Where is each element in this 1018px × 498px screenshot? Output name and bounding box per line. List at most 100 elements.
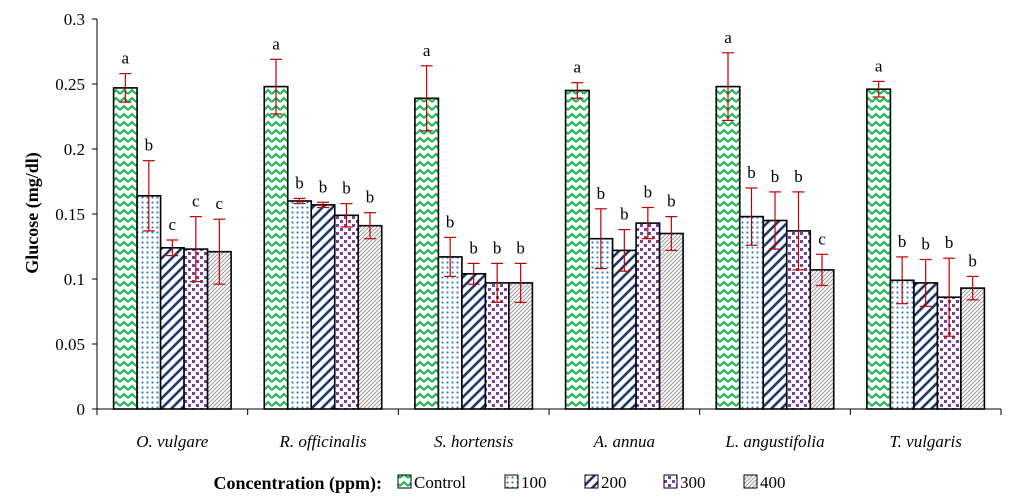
legend-item: 300	[663, 473, 706, 492]
error-bar	[571, 82, 584, 99]
significance-label: b	[771, 167, 780, 186]
error-bar	[792, 191, 805, 271]
legend-item: 200	[584, 473, 627, 492]
error-bar	[514, 262, 527, 303]
y-axis-label: Glucose (mg/dl)	[22, 152, 43, 274]
significance-label: b	[968, 251, 977, 270]
x-category-label: S. hortensis	[434, 432, 514, 451]
error-bar	[618, 229, 631, 272]
y-tick-label: 0.3	[64, 10, 85, 29]
significance-label: b	[644, 183, 653, 202]
error-bar	[769, 191, 781, 250]
x-category-label: A. annua	[593, 432, 655, 451]
error-bar	[444, 236, 457, 277]
error-bar	[491, 262, 504, 303]
bar	[461, 272, 487, 410]
legend-label: 400	[760, 473, 786, 492]
error-bar	[142, 160, 155, 232]
error-bars-layer	[119, 52, 979, 337]
legend-title: Concentration (ppm):	[214, 473, 383, 494]
significance-label: b	[921, 235, 930, 254]
error-bar	[340, 203, 353, 228]
significance-label: a	[724, 28, 732, 47]
legend-label: 300	[680, 473, 706, 492]
error-bar	[594, 208, 607, 270]
error-bar	[364, 212, 376, 240]
error-bar	[189, 216, 202, 283]
bar	[286, 200, 313, 410]
significance-label: c	[216, 194, 224, 213]
x-category-label: T. vulgaris	[889, 432, 962, 451]
error-bar	[119, 72, 132, 103]
legend-item: 400	[743, 473, 786, 492]
significance-label: a	[875, 56, 883, 75]
legend-swatch	[397, 474, 412, 489]
bars-layer	[112, 85, 986, 410]
y-axis: 0 0.05 0.1 0.15 0.2 0.25 0.3	[55, 10, 98, 419]
error-bar	[166, 239, 179, 257]
significance-label: c	[818, 229, 826, 248]
y-tick-label: 0	[77, 400, 86, 419]
significance-label: b	[145, 136, 154, 155]
y-tick-label: 0.2	[64, 140, 85, 159]
error-bar	[665, 216, 678, 251]
legend-item: 100	[504, 473, 547, 492]
y-tick-label: 0.05	[55, 335, 85, 354]
significance-label: b	[945, 233, 954, 252]
legend-swatch	[584, 474, 599, 489]
significance-label: c	[192, 192, 200, 211]
bar	[809, 269, 835, 410]
significance-label: b	[366, 188, 375, 207]
bar	[635, 222, 661, 410]
bar	[611, 249, 637, 410]
bar	[357, 224, 383, 410]
error-bar	[872, 80, 885, 98]
significance-label: a	[423, 41, 431, 60]
significance-label: b	[295, 173, 304, 192]
significance-label: b	[747, 163, 756, 182]
legend-label: 200	[601, 473, 627, 492]
error-bar	[270, 58, 282, 115]
error-bar	[816, 253, 828, 287]
significance-label: b	[446, 212, 455, 231]
bar	[414, 97, 440, 410]
error-bar	[317, 201, 329, 209]
error-bar	[641, 206, 654, 240]
significance-label: a	[574, 58, 582, 77]
significance-label: b	[597, 184, 606, 203]
bar	[866, 88, 892, 410]
bar	[159, 247, 185, 410]
legend-swatch	[504, 474, 519, 489]
significance-label: b	[620, 205, 629, 224]
x-category-label: L. angustifolia	[724, 432, 824, 451]
y-tick-label: 0.15	[55, 205, 85, 224]
significance-label: b	[319, 177, 328, 196]
error-bar	[943, 257, 956, 337]
legend-label: 100	[521, 473, 547, 492]
error-bar	[745, 187, 758, 246]
legend-swatch	[663, 474, 678, 489]
bar	[437, 256, 463, 410]
x-axis: O. vulgare R. officinalis S. hortensis A. a…	[96, 408, 1002, 451]
bar	[564, 89, 590, 410]
significance-label: b	[469, 238, 478, 257]
bar	[658, 232, 684, 410]
error-bar	[722, 52, 734, 122]
legend: Concentration (ppm): Control 100 200 300 400	[214, 473, 786, 494]
significance-label: a	[272, 34, 280, 53]
significance-label: b	[342, 179, 351, 198]
significance-label: b	[493, 238, 502, 257]
bar	[333, 214, 360, 410]
error-bar	[467, 262, 480, 285]
legend-swatch	[743, 474, 758, 489]
significance-label: c	[169, 215, 177, 234]
x-category-label: O. vulgare	[136, 432, 209, 451]
bar	[960, 287, 986, 410]
bar	[310, 204, 336, 410]
bar	[112, 87, 138, 410]
x-category-label: R. officinalis	[279, 432, 367, 451]
error-bar	[213, 218, 226, 285]
error-bar	[896, 256, 909, 305]
